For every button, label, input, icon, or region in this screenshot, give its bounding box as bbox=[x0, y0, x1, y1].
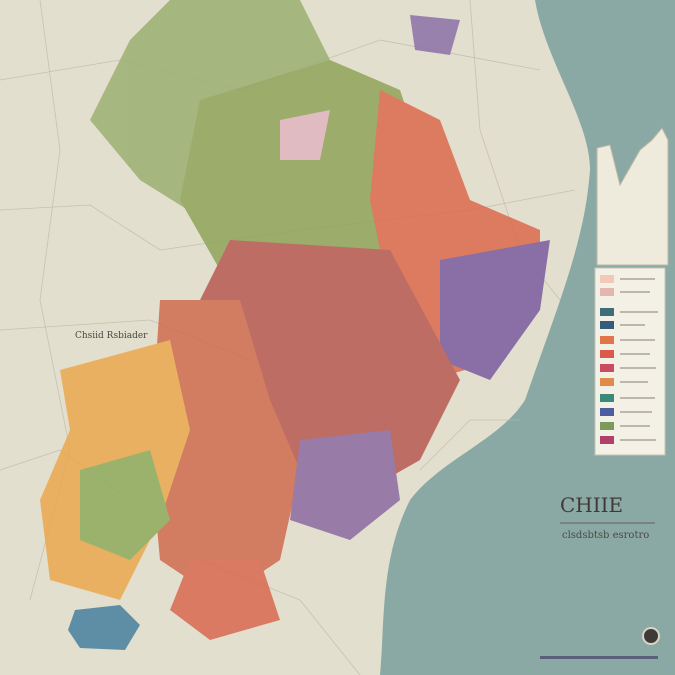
legend-swatch bbox=[600, 436, 614, 444]
legend-swatch bbox=[600, 394, 614, 402]
legend-swatch bbox=[600, 408, 614, 416]
legend-swatch bbox=[600, 308, 614, 316]
legend-swatch bbox=[600, 378, 614, 386]
legend-swatch bbox=[600, 288, 614, 296]
legend-swatch bbox=[600, 275, 614, 283]
legend-swatch bbox=[600, 336, 614, 344]
legend-swatch bbox=[600, 422, 614, 430]
legend-swatch bbox=[600, 364, 614, 372]
legend-swatch bbox=[600, 321, 614, 329]
legend bbox=[594, 267, 666, 456]
region-label: Chsiid Rsbiader bbox=[75, 331, 148, 341]
lake bbox=[68, 605, 140, 650]
choropleth bbox=[40, 0, 550, 640]
scale-bar bbox=[540, 656, 658, 659]
inset-map bbox=[596, 127, 669, 266]
map-subtitle: clsdsbtsb esrotro bbox=[562, 530, 649, 541]
map-title: CHIIE bbox=[560, 493, 623, 517]
compass bbox=[642, 627, 660, 645]
legend-swatch bbox=[600, 350, 614, 358]
